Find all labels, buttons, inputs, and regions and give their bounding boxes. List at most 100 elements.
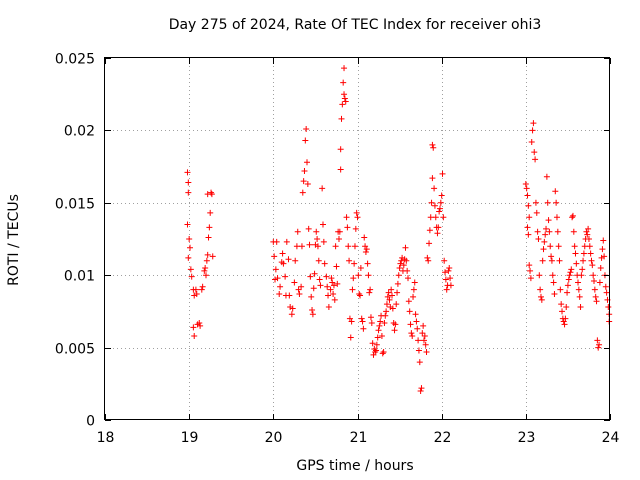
data-point	[388, 286, 395, 293]
data-point	[539, 257, 546, 264]
data-point	[394, 289, 401, 296]
data-point	[572, 250, 579, 257]
data-point	[571, 243, 578, 250]
data-point	[382, 312, 389, 319]
data-point	[187, 266, 194, 273]
data-point	[193, 291, 200, 298]
data-point	[314, 243, 321, 250]
data-point	[190, 324, 197, 331]
x-tick-label: 24	[602, 430, 620, 446]
data-point	[530, 120, 537, 127]
data-point	[334, 280, 341, 287]
data-point	[553, 214, 560, 221]
data-point	[575, 279, 582, 286]
data-point	[385, 289, 392, 296]
data-point	[204, 251, 211, 258]
data-point	[199, 283, 206, 290]
data-point	[403, 257, 410, 264]
data-point	[528, 138, 535, 145]
data-point	[402, 244, 409, 251]
data-point	[605, 304, 612, 311]
data-point	[303, 125, 310, 132]
data-point	[415, 347, 422, 354]
data-point	[188, 273, 195, 280]
data-point	[395, 272, 402, 279]
data-point	[419, 330, 426, 337]
data-point	[389, 292, 396, 299]
data-point	[288, 311, 295, 318]
data-point	[443, 286, 450, 293]
data-point	[563, 304, 570, 311]
data-point	[280, 260, 287, 267]
data-point	[596, 279, 603, 286]
data-point	[305, 225, 312, 232]
data-point	[594, 337, 601, 344]
data-point	[603, 289, 610, 296]
data-point	[207, 209, 214, 216]
data-point	[309, 306, 316, 313]
y-tick-label: 0.02	[64, 124, 95, 140]
data-point	[529, 127, 536, 134]
data-point	[441, 257, 448, 264]
data-point	[351, 243, 358, 250]
data-point	[298, 283, 305, 290]
data-point	[273, 238, 280, 245]
data-point	[286, 292, 293, 299]
data-point	[437, 199, 444, 206]
data-point	[316, 276, 323, 283]
data-point	[341, 95, 348, 102]
data-point	[426, 240, 433, 247]
data-point	[427, 214, 434, 221]
data-point	[559, 308, 566, 315]
data-point	[442, 269, 449, 276]
data-point	[336, 228, 343, 235]
data-point	[601, 253, 608, 260]
x-tick-label: 20	[265, 430, 283, 446]
data-point	[383, 301, 390, 308]
data-point	[293, 243, 300, 250]
data-point	[321, 260, 328, 267]
data-point	[525, 202, 532, 209]
data-point	[198, 286, 205, 293]
axes: 18 19 20 21 22 23 24 0 0.005 0.01 0.015 0.02 0.025	[55, 52, 620, 447]
data-point	[317, 282, 324, 289]
data-point	[353, 209, 360, 216]
data-point	[564, 289, 571, 296]
data-point	[192, 286, 199, 293]
data-point	[341, 65, 348, 72]
data-point	[593, 298, 600, 305]
data-point	[185, 179, 192, 186]
data-point	[541, 238, 548, 245]
data-point	[314, 236, 321, 242]
data-point	[345, 243, 352, 250]
grid-lines	[105, 58, 610, 420]
data-point	[548, 257, 555, 264]
data-point	[585, 236, 592, 242]
data-point	[550, 279, 557, 286]
data-point	[580, 257, 587, 264]
data-point	[358, 315, 365, 322]
data-point	[352, 225, 359, 232]
data-point	[406, 308, 413, 315]
data-point	[416, 359, 423, 366]
data-point	[446, 264, 453, 271]
data-point	[546, 228, 553, 235]
data-point	[289, 305, 296, 312]
data-point	[570, 228, 577, 235]
data-point	[527, 267, 534, 274]
data-point	[428, 199, 435, 206]
data-point	[532, 199, 539, 206]
data-point	[313, 228, 320, 235]
data-point	[330, 291, 337, 298]
data-point	[203, 272, 209, 279]
data-point	[595, 344, 602, 351]
data-point	[597, 264, 604, 271]
data-point	[425, 257, 432, 264]
data-point	[325, 292, 332, 299]
y-axis-title: ROTI / TECUs	[6, 194, 22, 286]
data-point	[187, 244, 194, 251]
data-point	[304, 180, 311, 187]
data-point	[426, 227, 433, 234]
data-point	[368, 319, 375, 326]
